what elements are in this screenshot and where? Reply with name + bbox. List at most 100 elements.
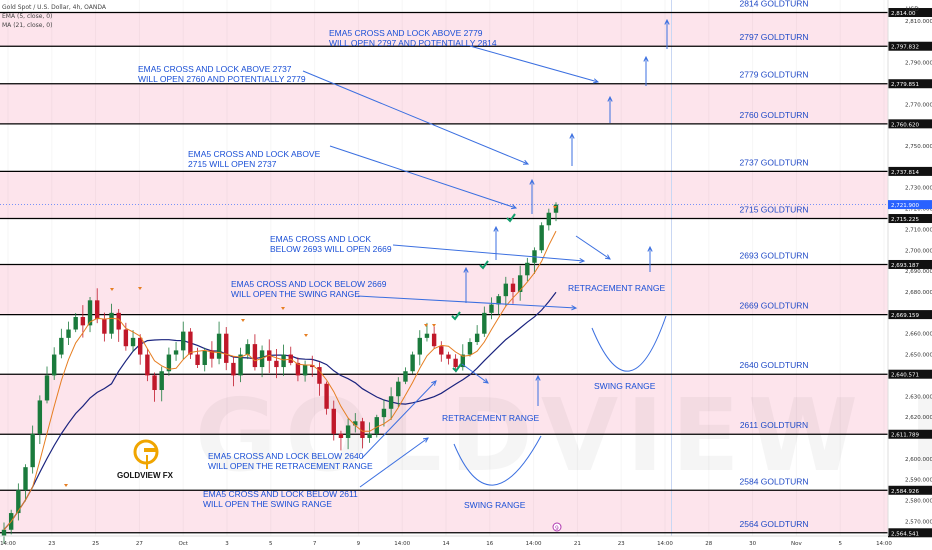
candle-body <box>396 381 401 397</box>
candle-body <box>381 408 387 418</box>
candle-body <box>525 262 530 276</box>
zone-band <box>0 171 888 219</box>
annotation-text: WILL OPEN THE SWING RANGE <box>203 499 332 509</box>
arrow-head-icon <box>431 380 437 386</box>
candle-body <box>503 283 509 297</box>
ema-indicator-label[interactable]: EMA (5, close, 0) <box>2 13 53 20</box>
goldturn-label: 2715 GOLDTURN <box>740 205 809 215</box>
price-tick-label: 2,630.000 <box>905 394 932 400</box>
time-tick-label: 30 <box>749 541 756 547</box>
candle-body <box>44 375 50 401</box>
candle-body <box>474 333 480 343</box>
candle-body <box>138 337 143 355</box>
arrow-head-icon <box>604 254 611 260</box>
candle-body <box>109 312 114 334</box>
candle-body <box>460 354 466 368</box>
currency-label: USD <box>906 6 919 13</box>
arrow-head-icon <box>571 305 578 311</box>
candle-body <box>274 360 279 368</box>
candle-body <box>281 354 286 368</box>
level-price-tag-text: 2,715.225 <box>891 217 919 223</box>
candle-body <box>145 354 150 376</box>
arrow-head-icon <box>493 225 499 232</box>
annotation-arrow <box>461 363 489 384</box>
signal-marker-icon <box>424 324 428 327</box>
check-icon <box>451 311 461 321</box>
signal-marker-icon <box>553 206 557 209</box>
annotation-text: EMA5 CROSS AND LOCK BELOW 2611 <box>203 489 358 499</box>
goldturn-label: 2669 GOLDTURN <box>740 301 809 311</box>
arrow-head-icon <box>664 18 670 25</box>
time-axis[interactable]: 14:00 23 25 27 Oct 3 5 7 9 14:00 14 16 14:00 21 23 14:0… <box>0 535 892 547</box>
candle-body <box>367 433 372 438</box>
level-price-tag <box>888 310 932 320</box>
arrow-head-icon <box>569 132 575 139</box>
level-price-tag-text: 2,669.159 <box>891 313 919 319</box>
level-price-tag <box>888 8 932 18</box>
candle-body <box>496 296 501 305</box>
event-marker-icon[interactable]: 9 <box>552 522 562 532</box>
arrow-head-icon <box>643 55 649 62</box>
time-tick-label: 28 <box>705 541 712 547</box>
level-price-tag <box>888 79 932 89</box>
current-price-tag <box>888 200 932 210</box>
level-price-tag-text: 2,564.541 <box>891 531 919 537</box>
svg-text:9: 9 <box>555 525 559 532</box>
arrow-head-icon <box>482 378 489 384</box>
annotation-text: SWING RANGE <box>464 500 526 510</box>
candle-body <box>403 371 408 382</box>
candle-body <box>130 337 136 347</box>
candle-body <box>489 304 494 313</box>
time-tick-label: 23 <box>48 541 55 547</box>
candle-body <box>87 300 93 326</box>
level-price-tag <box>888 166 932 176</box>
time-tick-label: 16 <box>486 541 493 547</box>
current-price-tag-text: 2,721.900 <box>891 203 919 209</box>
price-axis[interactable]: 2,814.00 2,797.832 2,779.851 2,760.620 2,737… <box>887 0 932 550</box>
goldturn-label: 2760 GOLDTURN <box>740 110 809 120</box>
annotation-arrow <box>361 380 437 459</box>
goldturn-label: 2737 GOLDTURN <box>740 157 809 167</box>
candle-body <box>482 312 487 334</box>
candle-body <box>245 344 250 355</box>
annotation-arrow <box>469 45 599 83</box>
level-price-tag-text: 2,797.832 <box>891 45 919 51</box>
candle-body <box>310 364 315 368</box>
annotation-arrow <box>357 295 577 309</box>
symbol-title[interactable]: Gold Spot / U.S. Dollar, 4h, OANDA <box>2 4 106 11</box>
candle-body <box>446 354 451 359</box>
goldturn-label: 2564 GOLDTURN <box>740 519 809 529</box>
zone-band <box>0 12 888 47</box>
time-tick-label: 5 <box>269 541 273 547</box>
ma-indicator-label[interactable]: MA (21, close, 0) <box>2 22 53 29</box>
price-tick-label: 2,730.000 <box>905 186 932 192</box>
zone-band <box>0 374 888 435</box>
candle-body <box>59 337 64 355</box>
candle-body <box>238 354 243 376</box>
price-tick-label: 2,590.000 <box>905 478 932 484</box>
level-price-tag-text: 2,611.789 <box>891 433 919 439</box>
goldturn-label: 2693 GOLDTURN <box>740 250 809 260</box>
time-tick-label: 14 <box>443 541 450 547</box>
price-tick-label: 2,710.000 <box>905 227 932 233</box>
arrow-head-icon <box>607 95 613 102</box>
candle-body <box>166 354 172 372</box>
time-tick-label: Nov <box>791 541 802 547</box>
candle-body <box>252 344 258 368</box>
ma21-line <box>3 291 557 531</box>
candle-body <box>30 433 35 468</box>
zone-band <box>0 490 888 533</box>
level-price-tag <box>888 485 932 495</box>
signal-marker-icon <box>138 287 142 290</box>
price-tick-label: 2,690.000 <box>905 269 932 275</box>
annotation-text: EMA5 CROSS AND LOCK ABOVE <box>188 149 321 159</box>
price-tick-label: 2,620.000 <box>905 415 932 421</box>
goldturn-label: 2640 GOLDTURN <box>740 360 809 370</box>
zone-band <box>0 83 888 124</box>
level-price-tag <box>888 259 932 269</box>
level-price-tag-text: 2,814.00 <box>891 11 916 17</box>
candle-body <box>345 425 351 438</box>
candle-body <box>51 354 57 376</box>
price-tick-label: 2,600.000 <box>905 457 932 463</box>
